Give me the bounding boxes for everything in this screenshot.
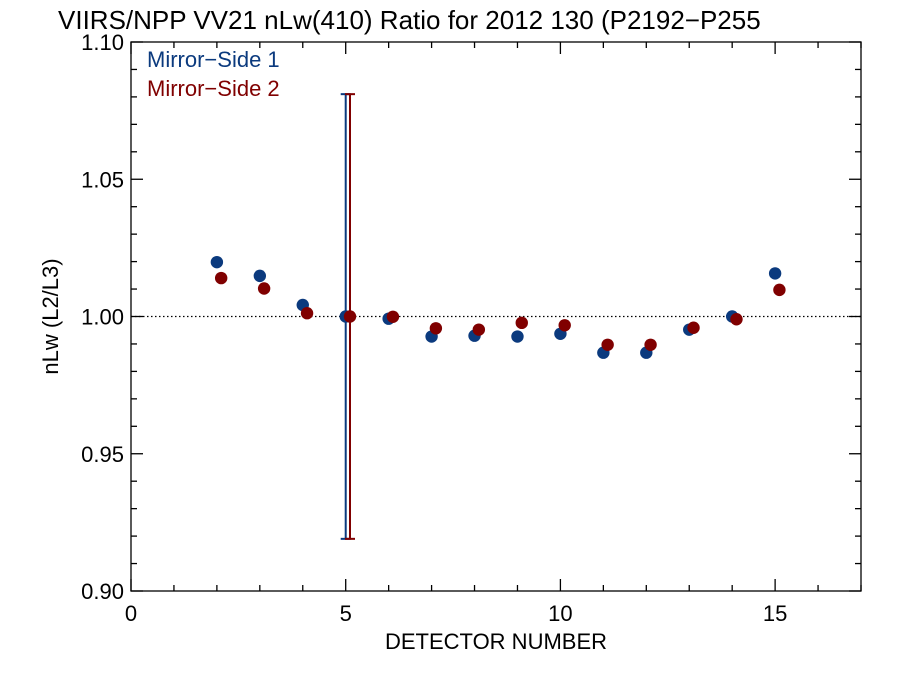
point-mirror-side-2: [257, 282, 271, 295]
x-tick-label: 0: [125, 601, 137, 626]
y-tick-label: 1.00: [81, 305, 124, 330]
point-mirror-side-2: [386, 310, 400, 323]
point-mirror-side-2: [730, 313, 743, 326]
point-mirror-side-2: [687, 321, 700, 334]
y-tick-label: 1.10: [81, 30, 124, 55]
y-tick-label: 0.95: [81, 442, 124, 467]
point-mirror-side-2: [300, 307, 314, 320]
point-mirror-side-2: [343, 310, 357, 323]
point-mirror-side-2: [472, 323, 486, 336]
point-mirror-side-2: [515, 316, 528, 330]
y-tick-label: 1.05: [81, 167, 124, 192]
point-mirror-side-2: [601, 338, 614, 351]
legend: Mirror−Side 1 Mirror−Side 2: [147, 47, 280, 101]
y-tick-label: 0.90: [81, 579, 124, 604]
point-mirror-side-1: [210, 255, 224, 269]
chart-title: VIIRS/NPP VV21 nLw(410) Ratio for 2012 1…: [58, 5, 761, 35]
y-axis-label: nLw (L2/L3): [38, 258, 63, 374]
x-tick-label: 5: [340, 601, 352, 626]
x-tick-label: 10: [548, 601, 572, 626]
x-tick-label: 15: [763, 601, 787, 626]
point-mirror-side-1: [253, 269, 267, 283]
data-points: [210, 255, 786, 359]
x-axis-label: DETECTOR NUMBER: [385, 629, 607, 654]
point-mirror-side-2: [429, 322, 443, 335]
axis-tick-labels: 0 5 10 15 0.90 0.95 1.00 1.05 1.10: [81, 30, 787, 626]
point-mirror-side-2: [773, 283, 786, 297]
point-mirror-side-2: [644, 338, 657, 351]
point-mirror-side-2: [558, 319, 571, 332]
point-mirror-side-1: [768, 267, 782, 280]
legend-entry-mirror-side-1: Mirror−Side 1: [147, 47, 280, 72]
axis-ticks: [130, 41, 862, 592]
point-mirror-side-2: [214, 271, 228, 285]
legend-entry-mirror-side-2: Mirror−Side 2: [147, 76, 280, 101]
point-mirror-side-1: [511, 330, 524, 343]
